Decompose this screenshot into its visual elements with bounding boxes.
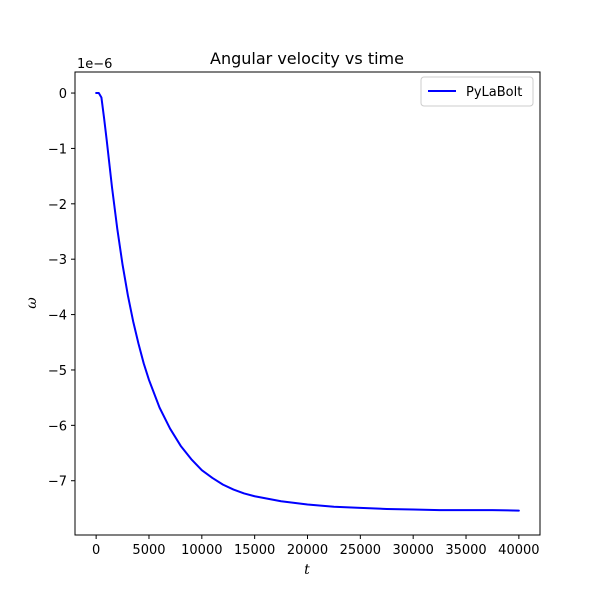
- legend: PyLaBolt: [420, 76, 534, 107]
- series-layer: [95, 92, 520, 512]
- y-axis-ticks: 0 −1 −2 −3 −4 −5 −6 −7: [48, 87, 75, 490]
- legend-entry-pylabolt: PyLaBolt: [466, 85, 522, 100]
- x-axis-ticks: 0 5000 10000 15000 20000 25000 30000 35000 40000: [92, 535, 540, 558]
- legend-box: [420, 76, 534, 107]
- chart-title: Angular velocity vs time: [210, 49, 404, 68]
- y-tick-label: −6: [48, 419, 67, 434]
- y-axis-label: ω: [24, 297, 40, 309]
- x-tick-label: 10000: [181, 543, 222, 558]
- y-tick-label: −4: [48, 309, 67, 324]
- y-tick-label: −7: [48, 475, 67, 490]
- x-tick-label: 35000: [445, 543, 486, 558]
- series-line-pylabolt: [95, 92, 520, 512]
- x-tick-label: 5000: [132, 543, 165, 558]
- plot-area-frame: [74, 71, 541, 536]
- x-tick-label: 0: [92, 543, 100, 558]
- y-tick-label: −1: [48, 142, 67, 157]
- y-tick-label: −3: [48, 253, 67, 268]
- y-tick-label: −5: [48, 364, 67, 379]
- x-tick-label: 40000: [498, 543, 539, 558]
- y-axis-offset-label: 1e−6: [77, 57, 112, 72]
- x-tick-label: 20000: [287, 543, 328, 558]
- x-axis-label: t: [304, 562, 310, 578]
- y-tick-label: −2: [48, 198, 67, 213]
- x-tick-label: 25000: [340, 543, 381, 558]
- y-tick-label: 0: [59, 87, 67, 102]
- x-tick-label: 15000: [234, 543, 275, 558]
- x-tick-label: 30000: [393, 543, 434, 558]
